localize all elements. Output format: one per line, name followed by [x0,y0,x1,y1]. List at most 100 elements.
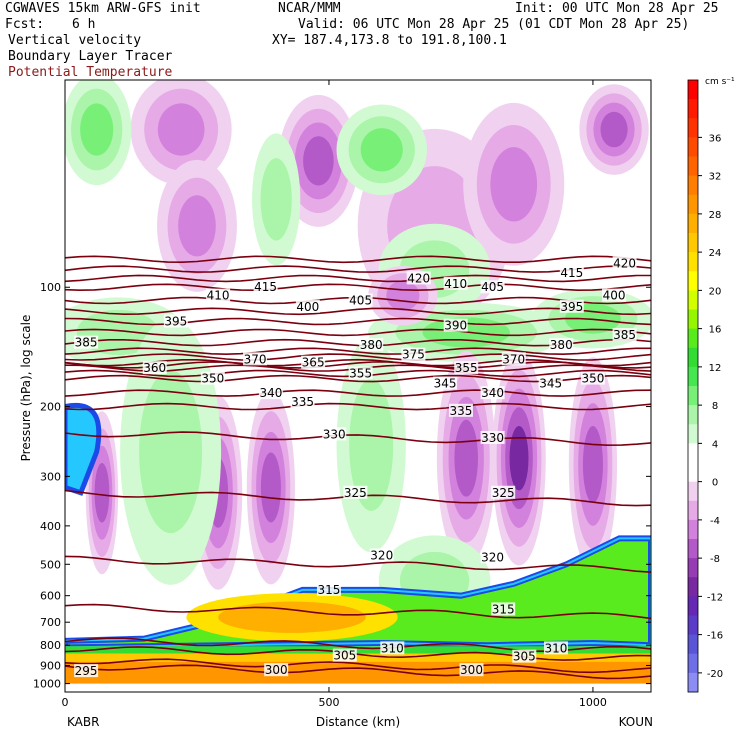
theta-label-bg [559,299,584,313]
rising-motion-region [349,379,394,511]
sinking-motion-region [509,426,529,491]
plot-frame [64,79,652,693]
colorbar-swatch [688,462,698,483]
theta-label-bg [332,648,357,662]
theta-label-bg [290,395,315,409]
y-tick-label: 400 [40,520,61,533]
theta-label-bg [369,548,394,562]
y-tick-label: 600 [40,590,61,603]
y-tick-label: 500 [40,558,61,571]
colorbar-swatch [688,481,698,502]
theta-label-bg [380,641,405,655]
theta-label: 355 [349,366,372,380]
center-label: NCAR/MMM [278,1,341,16]
colorbar-swatch [688,118,698,138]
colorbar-swatch [688,156,698,177]
field-vertical-velocity: Vertical velocity [8,33,142,48]
theta-label: 360 [143,361,166,375]
theta-label-bg [253,280,278,294]
colorbar-swatch [688,233,698,253]
x-tick-label: 1000 [579,696,607,709]
theta-label: 415 [560,266,583,280]
theta-label-bg [612,328,637,342]
cross-section-endpoints: XY= 187.4,173.8 to 191.8,100.1 [272,33,507,48]
theta-label-bg [74,664,99,678]
colorbar-swatch [688,539,698,559]
theta-label: 400 [603,289,626,303]
theta-label-bg [559,265,584,279]
x-axis-title: Distance (km) [316,715,400,729]
theta-label-bg [433,376,458,390]
theta-label: 405 [481,280,504,294]
colorbar-label: 4 [712,439,718,450]
sinking-motion-region [386,280,420,311]
colorbar-swatch [688,424,698,444]
model-title: CGWAVES 15km ARW-GFS init [5,1,201,16]
theta-label: 350 [581,372,604,386]
theta-label-bg [512,649,537,663]
sinking-motion-region [157,103,205,156]
theta-label: 350 [201,372,224,386]
colorbar-label: -8 [710,554,720,565]
colorbar-label: -4 [710,516,720,527]
valid-time: Valid: 06 UTC Mon 28 Apr 25 (01 CDT Mon … [298,17,690,32]
theta-label-bg [295,299,320,313]
theta-label: 375 [402,348,425,362]
colorbar-swatch [688,366,698,387]
surface-layer-band [65,661,651,684]
colorbar-label: 12 [709,363,722,374]
theta-label: 410 [444,277,467,291]
theta-label: 340 [481,386,504,400]
y-tick-label: 800 [40,639,61,652]
colorbar-swatch [688,347,698,368]
theta-label: 315 [318,583,341,597]
theta-label-bg [480,550,505,564]
forecast-label: Fcst: [5,17,45,32]
surface-layer-green-band [65,646,651,654]
colorbar-swatch [688,99,698,119]
theta-label: 420 [407,271,430,285]
theta-label: 370 [502,352,525,366]
field-potential-temperature: Potential Temperature [8,65,173,80]
theta-label-bg [322,427,347,441]
x-tick-label: 0 [62,696,69,709]
x-tick-label: 500 [318,696,339,709]
surface-layer-upper-band [65,653,651,662]
colorbar-swatch [688,290,698,310]
colorbar-swatch [688,252,698,272]
theta-label: 345 [434,377,457,391]
x-end-station: KOUN [619,715,653,729]
theta-label-bg [612,256,637,270]
colorbar-swatch [688,309,698,330]
theta-label: 415 [254,280,277,294]
y-tick-label: 200 [40,401,61,414]
theta-label: 320 [370,548,393,562]
theta-label: 395 [164,314,187,328]
theta-label-bg [243,352,268,366]
theta-label: 385 [75,336,98,350]
theta-label-bg [343,485,368,499]
theta-label: 345 [539,377,562,391]
upper-tracer-plume [65,402,102,496]
theta-label-bg [443,276,468,290]
theta-label: 340 [259,386,282,400]
sinking-motion-region [600,111,628,148]
theta-label: 325 [344,486,367,500]
colorbar-label: 20 [709,286,722,297]
colorbar-swatch [688,653,698,674]
theta-label: 380 [360,338,383,352]
theta-label-bg [74,335,99,349]
sinking-motion-region [454,419,479,497]
colorbar-swatch [688,596,698,616]
theta-label: 390 [444,319,467,333]
colorbar-swatch [688,519,698,540]
theta-label: 325 [492,486,515,500]
theta-contour-385 [65,328,651,337]
rising-motion-region [139,370,203,534]
theta-label: 410 [207,289,230,303]
colorbar-label: 0 [712,478,718,489]
x-start-station: KABR [67,715,99,729]
theta-label: 305 [513,650,536,664]
colorbar-swatch [688,443,698,463]
